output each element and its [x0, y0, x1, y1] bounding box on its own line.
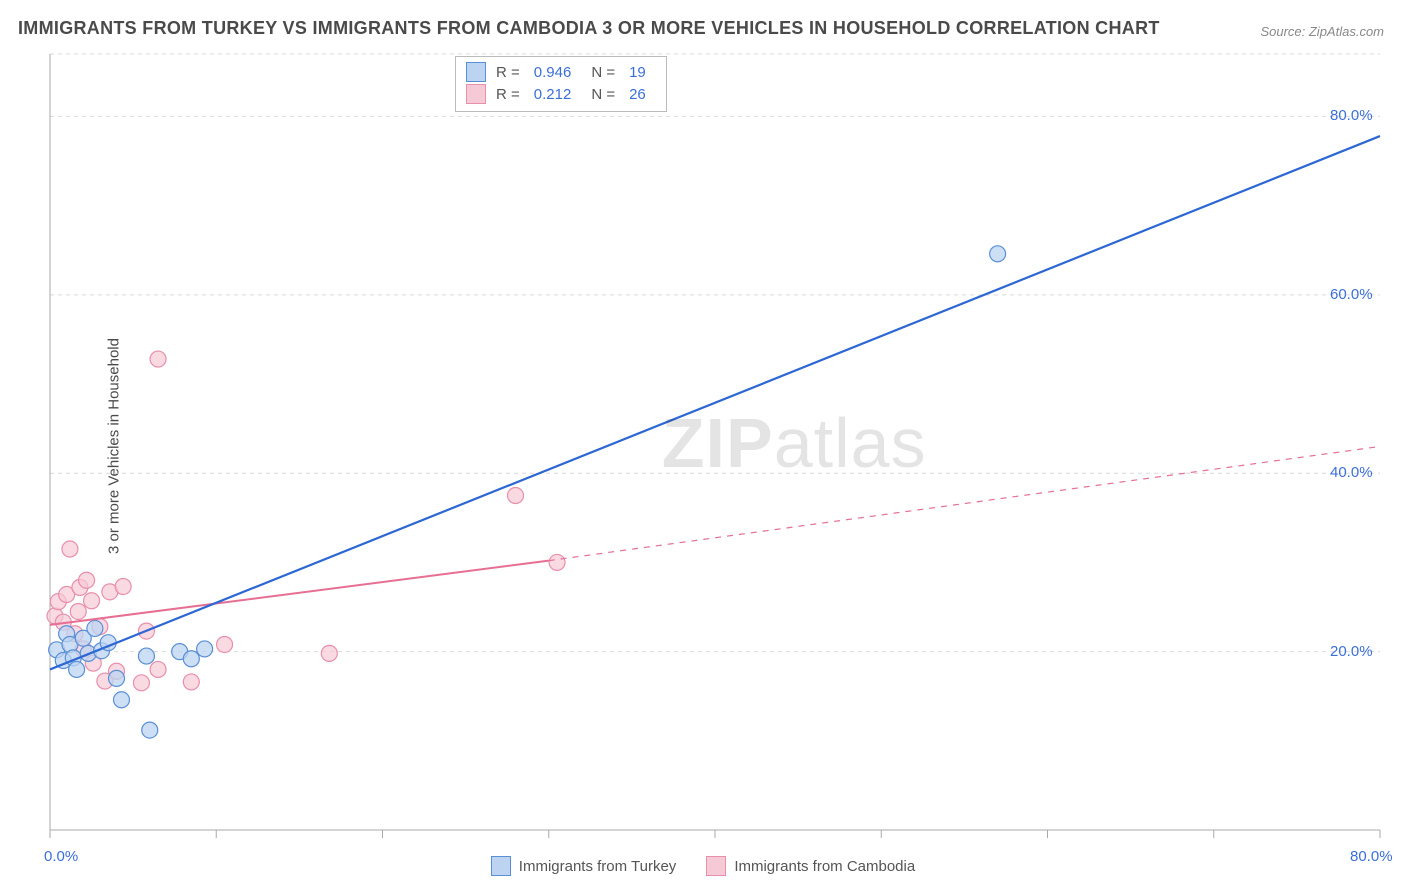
legend-r-label: R = [496, 64, 520, 81]
legend-bottom-label-pink: Immigrants from Cambodia [734, 858, 915, 875]
legend-r-pink: 0.212 [534, 86, 572, 103]
legend-stats-row-blue: R = 0.946 N = 19 [466, 61, 656, 83]
legend-bottom-swatch-blue [491, 856, 511, 876]
legend-n-label-2: N = [591, 86, 615, 103]
y-tick-label: 60.0% [1330, 286, 1373, 303]
legend-bottom: Immigrants from Turkey Immigrants from C… [0, 856, 1406, 876]
legend-n-blue: 19 [629, 64, 646, 81]
legend-n-label: N = [591, 64, 615, 81]
y-tick-label: 20.0% [1330, 643, 1373, 660]
legend-stats-row-pink: R = 0.212 N = 26 [466, 83, 656, 105]
x-tick-label: 0.0% [44, 848, 78, 865]
legend-swatch-pink [466, 84, 486, 104]
legend-bottom-label-blue: Immigrants from Turkey [519, 858, 677, 875]
y-tick-label: 80.0% [1330, 107, 1373, 124]
legend-bottom-swatch-pink [706, 856, 726, 876]
chart-container: IMMIGRANTS FROM TURKEY VS IMMIGRANTS FRO… [0, 0, 1406, 892]
legend-item-pink: Immigrants from Cambodia [706, 856, 915, 876]
x-tick-label: 80.0% [1350, 848, 1393, 865]
y-tick-label: 40.0% [1330, 464, 1373, 481]
scatter-chart [0, 0, 1406, 892]
legend-item-blue: Immigrants from Turkey [491, 856, 677, 876]
legend-r-blue: 0.946 [534, 64, 572, 81]
legend-r-label-2: R = [496, 86, 520, 103]
legend-n-pink: 26 [629, 86, 646, 103]
legend-stats-box: R = 0.946 N = 19 R = 0.212 N = 26 [455, 56, 667, 112]
legend-swatch-blue [466, 62, 486, 82]
